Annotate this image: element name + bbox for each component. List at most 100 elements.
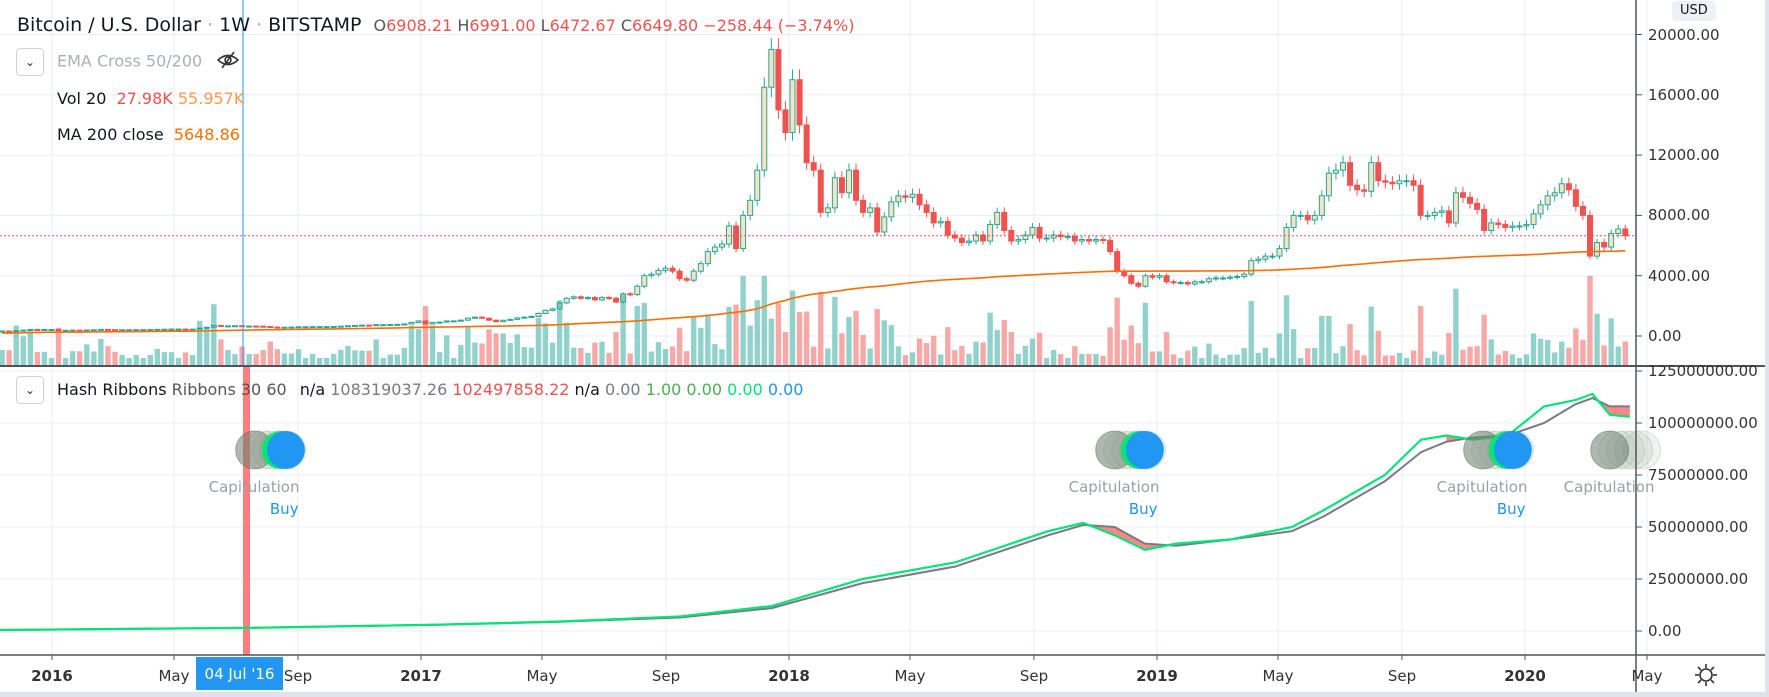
volume-bar <box>1248 300 1254 366</box>
candle <box>471 316 478 319</box>
candle-body <box>965 240 972 244</box>
candle <box>380 324 387 327</box>
eye-off-icon[interactable] <box>217 51 240 73</box>
volume-bar <box>225 350 231 366</box>
candle-body <box>916 193 923 206</box>
candle <box>683 276 690 283</box>
candle-body <box>500 319 507 323</box>
volume-bar <box>380 358 386 366</box>
volume-bar <box>1544 340 1551 366</box>
volume-bar <box>239 346 245 366</box>
price-tick-label: 0.00 <box>1648 327 1682 345</box>
candle <box>83 329 90 332</box>
candle-body <box>1255 258 1262 262</box>
volume-bar <box>945 327 951 366</box>
volume-bar <box>662 349 669 366</box>
candle-body <box>161 328 168 331</box>
candle-body <box>1318 195 1325 216</box>
candle-body <box>323 326 330 329</box>
candle-body <box>246 325 253 328</box>
volume-bar <box>232 354 238 366</box>
candle <box>577 295 584 300</box>
candle <box>1438 205 1445 218</box>
candle-body <box>754 169 761 201</box>
volume-bar <box>62 358 69 366</box>
candle <box>697 260 704 274</box>
volume-bar <box>839 333 845 366</box>
candle-body <box>577 296 584 299</box>
volume-bar <box>507 343 513 366</box>
candle <box>1565 177 1572 196</box>
volume-bar <box>1050 350 1057 366</box>
candle <box>104 328 111 331</box>
candle <box>464 317 471 321</box>
candle-body <box>994 211 1001 225</box>
volume-bar <box>48 358 55 366</box>
volume-bar <box>754 300 760 366</box>
candle-body <box>980 234 987 242</box>
candle-body <box>1029 226 1036 236</box>
candle-body <box>1544 195 1551 206</box>
candle <box>634 284 641 297</box>
candle-body <box>669 267 676 272</box>
candle-body <box>641 275 648 287</box>
candle <box>62 329 69 332</box>
candle-body <box>1234 275 1241 278</box>
legend-ema[interactable]: EMA Cross 50/200 <box>57 51 240 73</box>
candle-body <box>316 326 323 329</box>
candle <box>973 230 980 245</box>
volume-bar <box>1107 327 1113 366</box>
volume-bar <box>1170 354 1177 366</box>
legend-collapse-button[interactable]: ⌄ <box>16 48 44 76</box>
symbol-name[interactable]: Bitcoin / U.S. Dollar <box>17 14 201 36</box>
volume-bar <box>147 354 153 366</box>
candle <box>1262 252 1269 263</box>
volume-bar <box>1495 354 1501 366</box>
candle <box>888 196 895 222</box>
volume-bar <box>479 343 485 366</box>
candle <box>980 230 987 245</box>
candle <box>775 38 782 119</box>
volume-bar <box>1276 333 1283 366</box>
candle <box>154 328 161 331</box>
candle <box>1022 230 1029 244</box>
volume-bar <box>281 353 288 366</box>
volume-bar <box>909 352 916 366</box>
volume-bar <box>952 350 958 366</box>
legend-hash-ribbons[interactable]: Hash Ribbons Ribbons 30 60 n/a 108319037… <box>57 380 803 399</box>
volume-bar <box>451 358 457 366</box>
hash-legend-collapse-button[interactable]: ⌄ <box>16 376 44 404</box>
candle-body <box>302 326 309 329</box>
legend-volume[interactable]: Vol 20 27.98K 55.957K <box>57 89 244 108</box>
volume-bar <box>1297 358 1304 366</box>
candle <box>351 324 358 327</box>
interval[interactable]: 1W <box>219 14 251 36</box>
currency-badge[interactable]: USD <box>1672 1 1716 21</box>
hash-label: Hash Ribbons <box>57 380 167 399</box>
candle-body <box>775 49 782 111</box>
volume-bar <box>782 332 789 366</box>
candle <box>1156 273 1163 280</box>
volume-bar <box>69 351 76 366</box>
candle <box>909 188 916 203</box>
volume-bar <box>1149 351 1156 366</box>
candle-body <box>740 214 747 250</box>
candle-body <box>1509 225 1516 228</box>
candle-body <box>683 278 690 281</box>
volume-bar <box>41 351 48 366</box>
candle-body <box>1339 162 1346 171</box>
legend-ma[interactable]: MA 200 close 5648.86 <box>57 125 240 144</box>
volume-bar <box>1552 352 1558 366</box>
candle <box>902 190 909 203</box>
candle <box>97 328 104 331</box>
volume-bar <box>1396 352 1403 366</box>
hash-tick-label: 50000000.00 <box>1648 518 1749 536</box>
settings-gear-icon[interactable] <box>1693 662 1719 692</box>
candle-body <box>1114 251 1121 272</box>
volume-bar <box>1290 329 1297 366</box>
candle <box>486 317 493 321</box>
candle-body <box>958 237 965 244</box>
volume-bar <box>959 346 965 366</box>
volume-bar <box>747 325 753 366</box>
